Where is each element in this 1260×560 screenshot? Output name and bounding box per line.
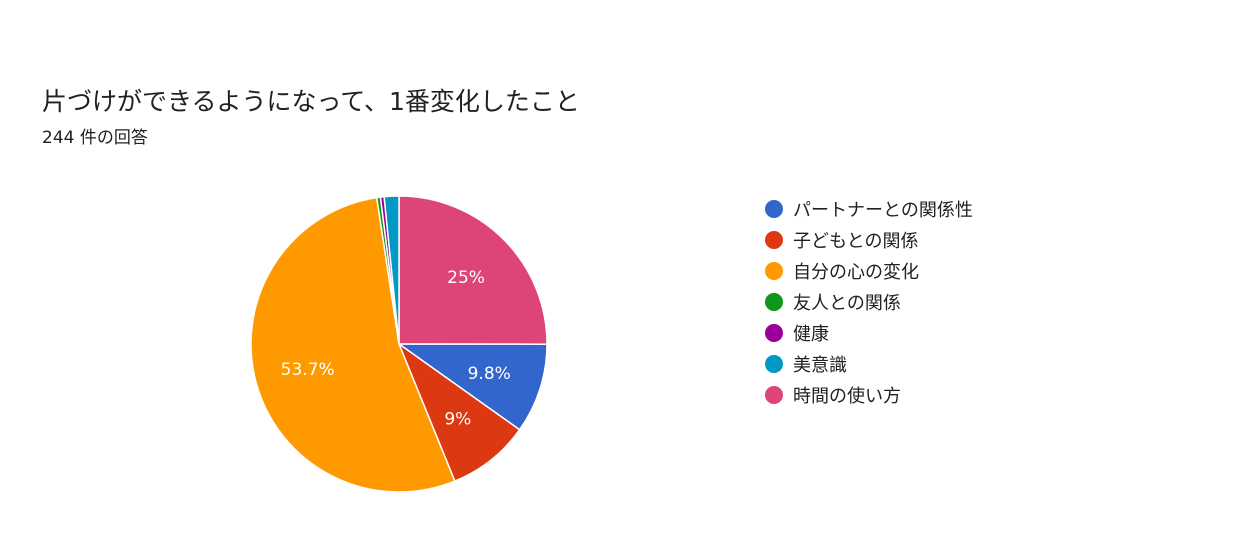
pie-slice-0[interactable]: [396, 343, 548, 431]
legend-swatch-1: [765, 230, 783, 249]
legend-item-1[interactable]: 子どもとの関係: [765, 224, 973, 255]
legend-label-6: 時間の使い方: [793, 385, 901, 407]
legend-swatch-2: [765, 261, 783, 280]
legend-label-3: 友人との関係: [793, 292, 901, 314]
chart-legend: パートナーとの関係性 子どもとの関係 自分の心の変化 友人との関係 健康美意識時間の使い…: [765, 193, 973, 410]
pie-slice-5[interactable]: [383, 195, 400, 345]
pie-slice-1[interactable]: [397, 341, 521, 483]
legend-swatch-6: [765, 385, 783, 404]
legend-label-4: 健康: [793, 323, 829, 345]
pie-label-2: 53.7%: [281, 360, 335, 380]
legend-item-4[interactable]: 健康: [765, 317, 973, 348]
legend-item-3[interactable]: 友人との関係: [765, 286, 973, 317]
legend-label-5: 美意識: [793, 354, 847, 376]
legend-label-1: 子どもとの関係: [793, 230, 919, 252]
legend-swatch-4: [765, 323, 783, 342]
legend-item-2[interactable]: 自分の心の変化: [765, 255, 973, 286]
pie-slice-6[interactable]: [398, 195, 548, 345]
chart-title: 片づけができるようになって、1番変化したこと: [42, 87, 580, 116]
legend-label-2: 自分の心の変化: [793, 261, 919, 283]
legend-swatch-0: [765, 199, 783, 218]
pie-label-0: 9.8%: [468, 364, 511, 384]
legend-item-6[interactable]: 時間の使い方: [765, 379, 973, 410]
pie-slice-2[interactable]: [250, 196, 456, 493]
legend-item-5[interactable]: 美意識: [765, 348, 973, 379]
response-count: 244 件の回答: [42, 128, 148, 148]
pie-label-1: 9%: [444, 409, 471, 429]
legend-label-0: パートナーとの関係性: [793, 199, 973, 221]
legend-swatch-5: [765, 354, 783, 373]
legend-item-0[interactable]: パートナーとの関係性: [765, 193, 973, 224]
pie-label-6: 25%: [447, 268, 485, 288]
legend-swatch-3: [765, 292, 783, 311]
